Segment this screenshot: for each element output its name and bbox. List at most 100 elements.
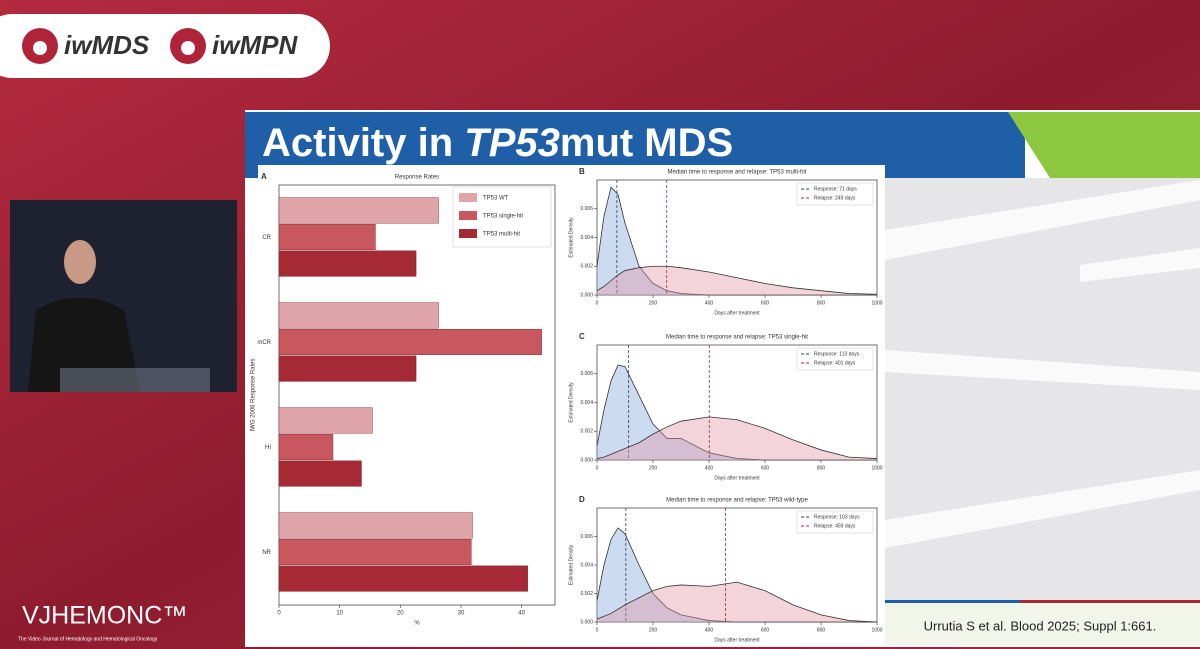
bar xyxy=(278,355,417,382)
x-tick-label: 0 xyxy=(596,300,599,306)
x-tick-label: 800 xyxy=(817,627,826,633)
y-tick-label: 0.002 xyxy=(580,429,593,435)
density-fill xyxy=(597,365,877,460)
density-line xyxy=(596,364,877,461)
density-fill xyxy=(597,527,877,622)
citation-band xyxy=(885,600,1200,645)
legend-label: Response: 71 days xyxy=(814,186,857,192)
legend-label: TP53 WT xyxy=(483,196,509,202)
bar xyxy=(278,565,528,592)
density-fill xyxy=(597,187,877,295)
x-tick-label: 10 xyxy=(336,611,343,617)
y-tick-label: 0.000 xyxy=(580,292,593,298)
legend-box xyxy=(796,182,874,206)
x-tick-label: 0 xyxy=(596,465,599,471)
density-fill xyxy=(597,416,877,460)
speaker-head xyxy=(64,240,96,284)
y-tick-label: 0.006 xyxy=(580,371,593,377)
bar xyxy=(278,197,439,224)
x-tick-label: 200 xyxy=(649,465,658,471)
bar xyxy=(278,460,362,487)
logo-text: iwMPN xyxy=(212,30,298,60)
stripe xyxy=(1080,248,1200,282)
bar xyxy=(278,539,472,566)
legend-label: Response: 113 days xyxy=(814,351,860,357)
bar xyxy=(278,512,473,539)
x-tick-label: 200 xyxy=(649,300,658,306)
brand-tagline: The Video Journal of Hematology and Hema… xyxy=(18,636,158,642)
panel-label: A xyxy=(261,172,267,181)
title-part: Activity in xyxy=(262,121,464,165)
y-tick-label: 0.002 xyxy=(580,591,593,597)
plot-frame xyxy=(278,184,556,606)
x-tick-label: 0 xyxy=(277,611,281,617)
density-line xyxy=(596,527,877,623)
density-line xyxy=(596,186,877,296)
y-tick-label: 0.004 xyxy=(580,562,593,568)
slide-title: Activity in TP53mut MDS xyxy=(262,121,733,165)
x-tick-label: 200 xyxy=(649,627,658,633)
x-tick-label: 40 xyxy=(518,611,525,617)
stripe xyxy=(885,180,1200,260)
x-tick-label: 20 xyxy=(397,611,404,617)
bar xyxy=(278,407,373,434)
x-tick-label: 600 xyxy=(761,300,770,306)
legend-label: Relapse: 249 days xyxy=(814,195,856,201)
brand-logo: VJHEMONC™ xyxy=(22,602,187,630)
density-line xyxy=(596,416,878,459)
bar xyxy=(278,329,542,356)
x-tick-label: 600 xyxy=(761,627,770,633)
logo-drop xyxy=(181,41,195,55)
y-axis-label: IWG 2006 Response Rates xyxy=(251,358,257,431)
x-tick-label: 1000 xyxy=(871,465,882,471)
x-tick-label: 400 xyxy=(705,465,714,471)
x-tick-label: 800 xyxy=(817,300,826,306)
legend-box xyxy=(796,510,874,534)
y-tick-label: 0.006 xyxy=(580,534,593,540)
y-tick-label: 0.000 xyxy=(580,619,593,625)
y-axis-label: Estimated Density xyxy=(568,217,574,258)
chart-title: Response Rates xyxy=(395,175,439,181)
density-line xyxy=(596,581,878,623)
chart-title: Median time to response and relapse: TP5… xyxy=(666,498,808,504)
legend-swatch xyxy=(459,229,477,238)
title-part: TP53 xyxy=(464,121,560,165)
x-tick-label: 0 xyxy=(596,627,599,633)
legend-label: Relapse: 401 days xyxy=(814,360,856,366)
citation: Urrutia S et al. Blood 2025; Suppl 1:661… xyxy=(924,618,1157,633)
bar xyxy=(278,434,334,461)
bar xyxy=(278,250,417,277)
y-tick-label: mCR xyxy=(257,340,271,346)
x-axis-label: Days after treatment xyxy=(714,637,760,643)
logo-drop xyxy=(33,41,47,55)
x-tick-label: 400 xyxy=(705,300,714,306)
y-tick-label: 0.002 xyxy=(580,264,593,270)
y-tick-label: 0.000 xyxy=(580,457,593,463)
y-axis-label: Estimated Density xyxy=(568,544,574,585)
legend-label: TP53 single-hit xyxy=(483,214,523,220)
bar xyxy=(278,223,376,250)
y-tick-label: 0.004 xyxy=(580,235,593,241)
y-tick-label: NR xyxy=(262,550,271,556)
legend-label: Relapse: 459 days xyxy=(814,523,856,529)
x-axis-label: Days after treatment xyxy=(714,475,760,481)
chart-title: Median time to response and relapse: TP5… xyxy=(668,170,807,176)
title-accent xyxy=(1008,112,1200,178)
stripe xyxy=(885,350,1200,390)
x-axis-label: Days after treatment xyxy=(714,310,760,316)
legend-swatch xyxy=(459,193,477,202)
x-tick-label: 600 xyxy=(761,465,770,471)
podium xyxy=(60,368,210,392)
density-line xyxy=(596,265,878,295)
title-part: mut MDS xyxy=(560,121,733,165)
x-tick-label: 1000 xyxy=(871,627,882,633)
x-tick-label: 800 xyxy=(817,465,826,471)
citation-line xyxy=(1020,600,1200,603)
y-tick-label: 0.006 xyxy=(580,206,593,212)
y-tick-label: CR xyxy=(262,235,271,241)
panel-label: C xyxy=(579,332,585,341)
bar xyxy=(278,302,439,329)
legend-label: TP53 multi-hit xyxy=(483,232,520,238)
panel-label: B xyxy=(579,167,585,176)
